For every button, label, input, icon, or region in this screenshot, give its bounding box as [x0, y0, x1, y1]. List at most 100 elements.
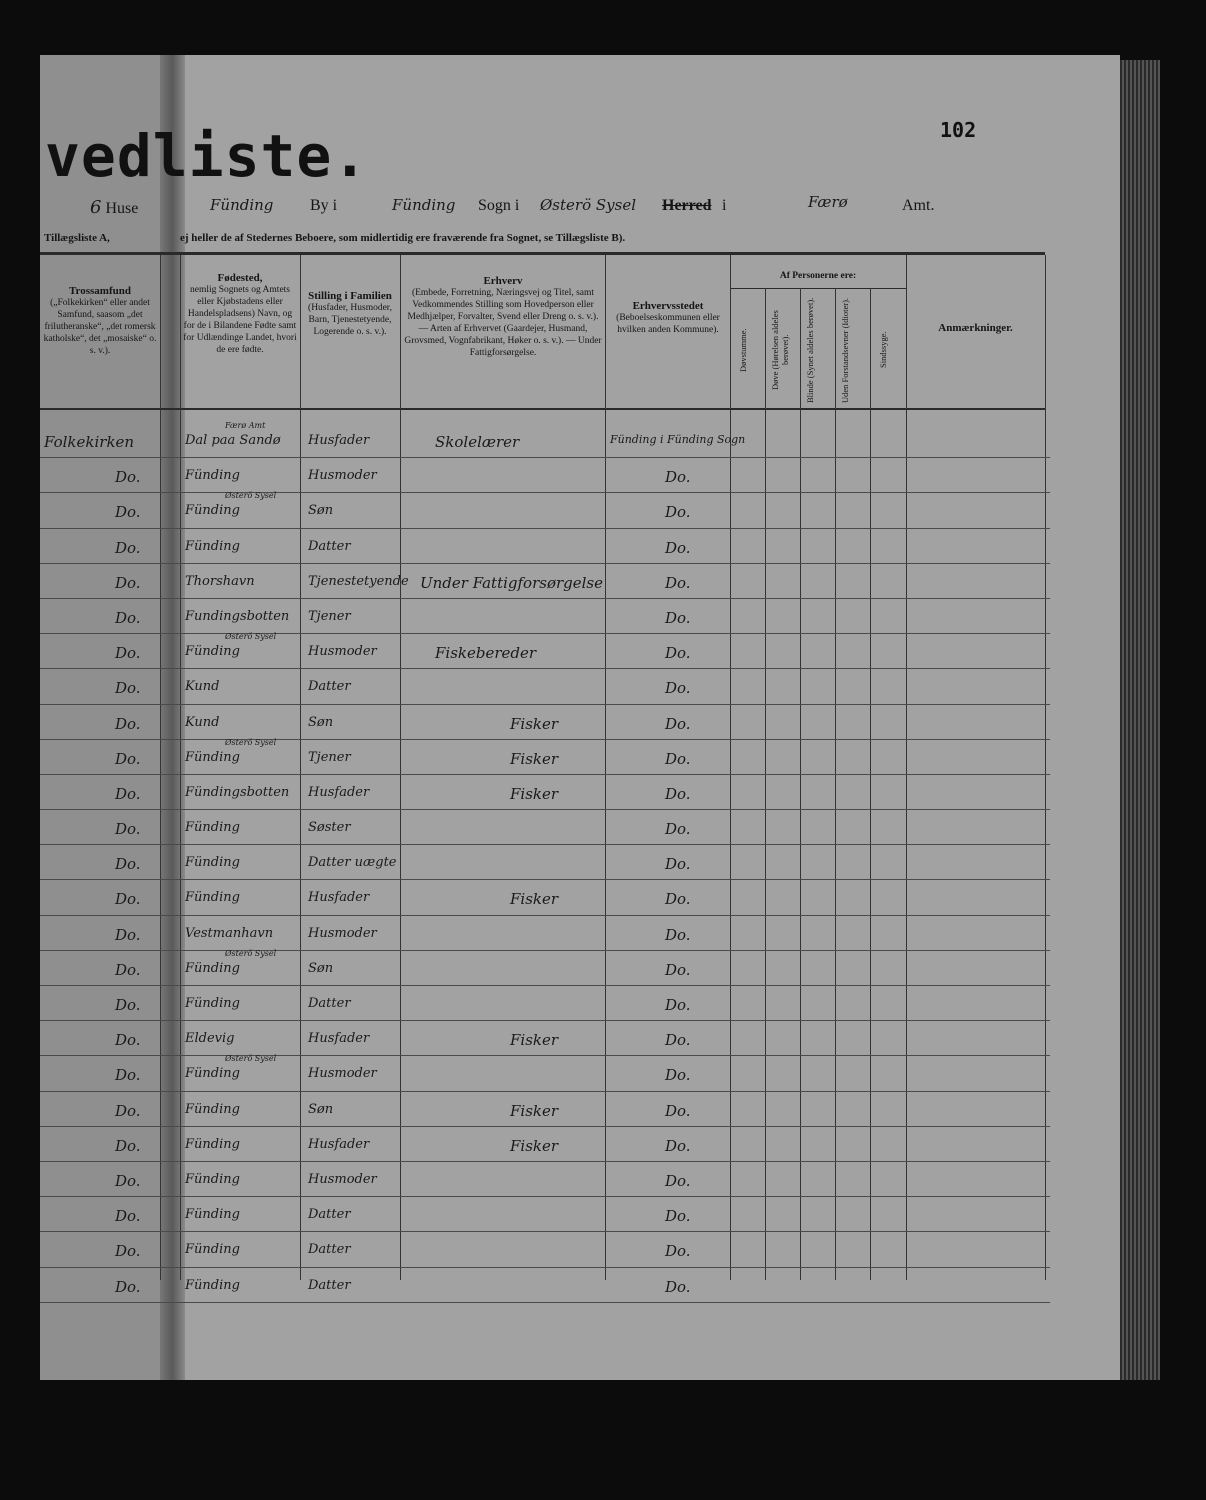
cell-stilling: Tjener: [308, 608, 351, 624]
table-row: Do. Fünding Datter Do.: [40, 1197, 1050, 1233]
table-row: Do. Fünding Tjener Fisker Do. Østerö Sysel: [40, 738, 1050, 775]
subheading-left: Tillægsliste A,: [44, 232, 110, 244]
table-row: Do. Fünding Husmoder Do.: [40, 1162, 1050, 1198]
cell-trossamfund: Do.: [115, 784, 141, 803]
left-page-strip: [40, 55, 175, 1380]
cell-erhvervsstedet: Do.: [665, 925, 691, 944]
cell-fodested: Fünding: [185, 1101, 240, 1117]
cell-stilling: Søn: [308, 714, 334, 730]
cell-erhverv: Fisker: [510, 784, 559, 803]
column-divider: [906, 255, 907, 1280]
cell-trossamfund: Do.: [115, 925, 141, 944]
cell-erhvervsstedet: Do.: [665, 1101, 691, 1120]
cell-trossamfund: Do.: [115, 749, 141, 768]
cell-trossamfund: Do.: [115, 855, 141, 874]
cell-stilling: Husmoder: [308, 1171, 377, 1187]
cell-fodested-note: Østerö Sysel: [225, 632, 277, 642]
table-row: Do. Fünding Husmoder Do.: [40, 458, 1050, 494]
cell-erhvervsstedet: Do.: [665, 714, 691, 733]
table-row: Do. Fünding Datter uægte Do.: [40, 845, 1050, 881]
cell-fodested: Fündingsbotten: [185, 784, 290, 800]
table-row: Do. Fünding Datter Do.: [40, 1268, 1050, 1303]
cell-fodested: Dal paa Sandø: [185, 433, 281, 448]
cell-trossamfund: Do.: [115, 644, 141, 663]
cell-trossamfund: Do.: [115, 1277, 141, 1296]
house-label: Huse: [105, 200, 139, 217]
cell-stilling: Husmoder: [308, 925, 377, 941]
cell-erhvervsstedet: Do.: [665, 1136, 691, 1155]
cell-trossamfund: Do.: [115, 996, 141, 1014]
cell-fodested-note: Østerö Sysel: [225, 1054, 277, 1064]
cell-erhvervsstedet: Do.: [665, 1207, 691, 1226]
cell-fodested: Kund: [185, 714, 220, 730]
cell-fodested: Fünding: [185, 1242, 240, 1258]
header-rule: [40, 252, 1045, 255]
table-row: Folkekirken Dal paa Sandø Husfader Skolelær…: [40, 421, 1050, 459]
cell-erhvervsstedet: Do.: [665, 820, 691, 839]
table-row: Do. Kund Datter Do.: [40, 669, 1050, 705]
cell-fodested: Fünding: [185, 503, 240, 519]
cell-stilling: Datter uægte: [308, 855, 397, 871]
cell-stilling: Datter: [308, 1207, 351, 1223]
cell-erhvervsstedet: Do.: [665, 855, 691, 874]
cell-fodested: Fünding: [185, 1066, 240, 1082]
cell-stilling: Husfader: [308, 784, 370, 800]
cell-erhvervsstedet: Do.: [665, 960, 691, 979]
cell-erhvervsstedet: Do.: [665, 608, 691, 627]
cell-trossamfund: Do.: [115, 1242, 141, 1261]
table-row: Do. Eldevig Husfader Fisker Do.: [40, 1021, 1050, 1057]
cell-stilling: Tjener: [308, 749, 351, 765]
table-row: Do. Fundingsbotten Tjener Do.: [40, 599, 1050, 635]
amt-value: Færø: [808, 193, 848, 211]
cell-trossamfund: Do.: [115, 890, 141, 909]
table-row: Do. Fünding Søster Do.: [40, 810, 1050, 846]
cell-stilling: Husfader: [308, 1136, 370, 1152]
cell-stilling: Husmoder: [308, 468, 377, 484]
cell-erhverv: Fisker: [510, 714, 559, 733]
cell-fodested: Fünding: [185, 538, 240, 554]
col-sindssyge: Sindssyge.: [878, 331, 888, 369]
cell-erhvervsstedet: Fünding i Fünding Sogn: [610, 433, 746, 446]
cell-fodested: Thorshavn: [185, 573, 255, 589]
cell-stilling: Husmoder: [308, 644, 377, 660]
house-number-line: 6 Huse: [90, 197, 138, 218]
subgroup-rule: [730, 288, 907, 289]
table-row: Do. Fünding Søn Do. Østerö Sysel: [40, 491, 1050, 529]
cell-trossamfund: Do.: [115, 1207, 141, 1226]
column-divider: [870, 288, 871, 1280]
cell-fodested: Fundingsbotten: [185, 608, 290, 624]
herred-label: Herred: [662, 197, 712, 214]
cell-fodested: Fünding: [185, 890, 240, 906]
cell-stilling: Søn: [308, 503, 334, 519]
cell-erhvervsstedet: Do.: [665, 890, 691, 909]
census-page: [40, 55, 1120, 1380]
table-row: Do. Fündingsbotten Husfader Fisker Do.: [40, 775, 1050, 811]
cell-stilling: Datter: [308, 679, 351, 695]
cell-stilling: Datter: [308, 1277, 351, 1293]
cell-erhverv: Fisker: [510, 890, 559, 909]
table-row: Do. Fünding Husfader Fisker Do.: [40, 880, 1050, 916]
cell-erhvervsstedet: Do.: [665, 1277, 691, 1296]
cell-fodested: Fünding: [185, 960, 240, 976]
column-divider: [800, 288, 801, 1280]
cell-fodested: Fünding: [185, 1277, 240, 1293]
col-fodested: Fødested, nemlig Sognets og Amtets eller …: [183, 272, 297, 355]
column-divider: [605, 255, 606, 1280]
column-divider: [300, 255, 301, 1280]
col-anmaerkninger: Anmærkninger.: [938, 322, 1013, 334]
cell-fodested: Vestmanhavn: [185, 925, 274, 941]
col-dove: Døve (Hørelsen aldeles berøvet).: [770, 310, 790, 390]
cell-erhvervsstedet: Do.: [665, 538, 691, 557]
cell-trossamfund: Do.: [115, 679, 141, 698]
cell-erhvervsstedet: Do.: [665, 644, 691, 663]
cell-fodested: Fünding: [185, 468, 240, 484]
cell-erhvervsstedet: Do.: [665, 468, 691, 487]
cell-trossamfund: Do.: [115, 468, 141, 487]
cell-fodested-note: Østerö Sysel: [225, 948, 277, 958]
cell-trossamfund: Do.: [115, 714, 141, 733]
cell-trossamfund: Do.: [115, 608, 141, 627]
cell-stilling: Søn: [308, 960, 334, 976]
col-erhverv: Erhverv (Embede, Forretning, Næringsvej o…: [404, 275, 602, 358]
cell-erhvervsstedet: Do.: [665, 784, 691, 803]
house-number: 6: [90, 197, 102, 218]
